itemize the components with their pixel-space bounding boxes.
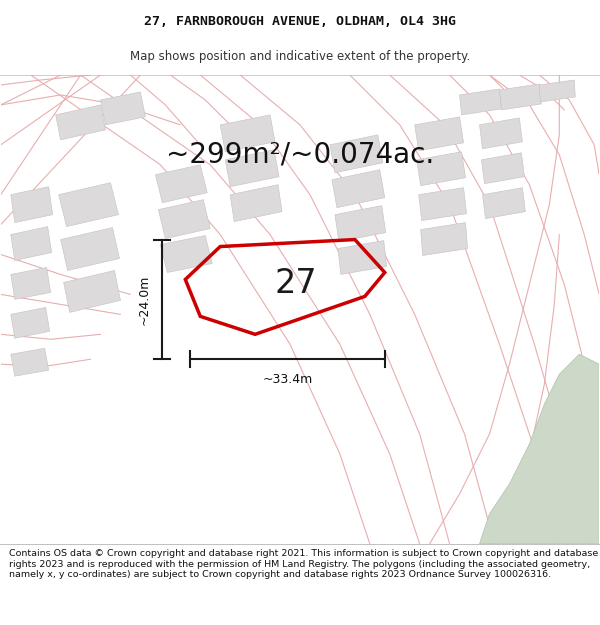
Polygon shape [330,135,383,172]
Polygon shape [101,92,145,125]
Polygon shape [338,241,387,274]
Polygon shape [64,271,121,312]
Text: ~33.4m: ~33.4m [262,373,313,386]
Polygon shape [479,118,523,149]
Polygon shape [335,206,386,241]
Polygon shape [539,80,575,102]
Polygon shape [416,152,466,186]
Polygon shape [11,308,50,338]
Polygon shape [56,105,106,140]
Polygon shape [419,188,467,221]
Polygon shape [160,236,212,272]
Polygon shape [479,354,599,544]
Polygon shape [460,89,502,115]
Polygon shape [59,182,118,227]
Polygon shape [11,227,52,261]
Polygon shape [332,170,385,208]
Polygon shape [482,188,526,219]
Polygon shape [482,152,524,184]
Polygon shape [11,348,49,376]
Polygon shape [415,117,464,151]
Text: Map shows position and indicative extent of the property.: Map shows position and indicative extent… [130,50,470,62]
Polygon shape [220,115,275,152]
Polygon shape [61,228,119,271]
Polygon shape [225,150,279,187]
Text: Contains OS data © Crown copyright and database right 2021. This information is : Contains OS data © Crown copyright and d… [9,549,598,579]
Polygon shape [158,199,210,239]
Text: ~299m²/~0.074ac.: ~299m²/~0.074ac. [166,141,434,169]
Text: 27: 27 [274,267,317,300]
Text: ~24.0m: ~24.0m [137,274,151,324]
Polygon shape [11,268,50,299]
Polygon shape [421,222,467,256]
Polygon shape [155,165,207,202]
Text: 27, FARNBOROUGH AVENUE, OLDHAM, OL4 3HG: 27, FARNBOROUGH AVENUE, OLDHAM, OL4 3HG [144,16,456,28]
Polygon shape [230,185,282,222]
Polygon shape [11,187,53,222]
Polygon shape [499,84,541,110]
